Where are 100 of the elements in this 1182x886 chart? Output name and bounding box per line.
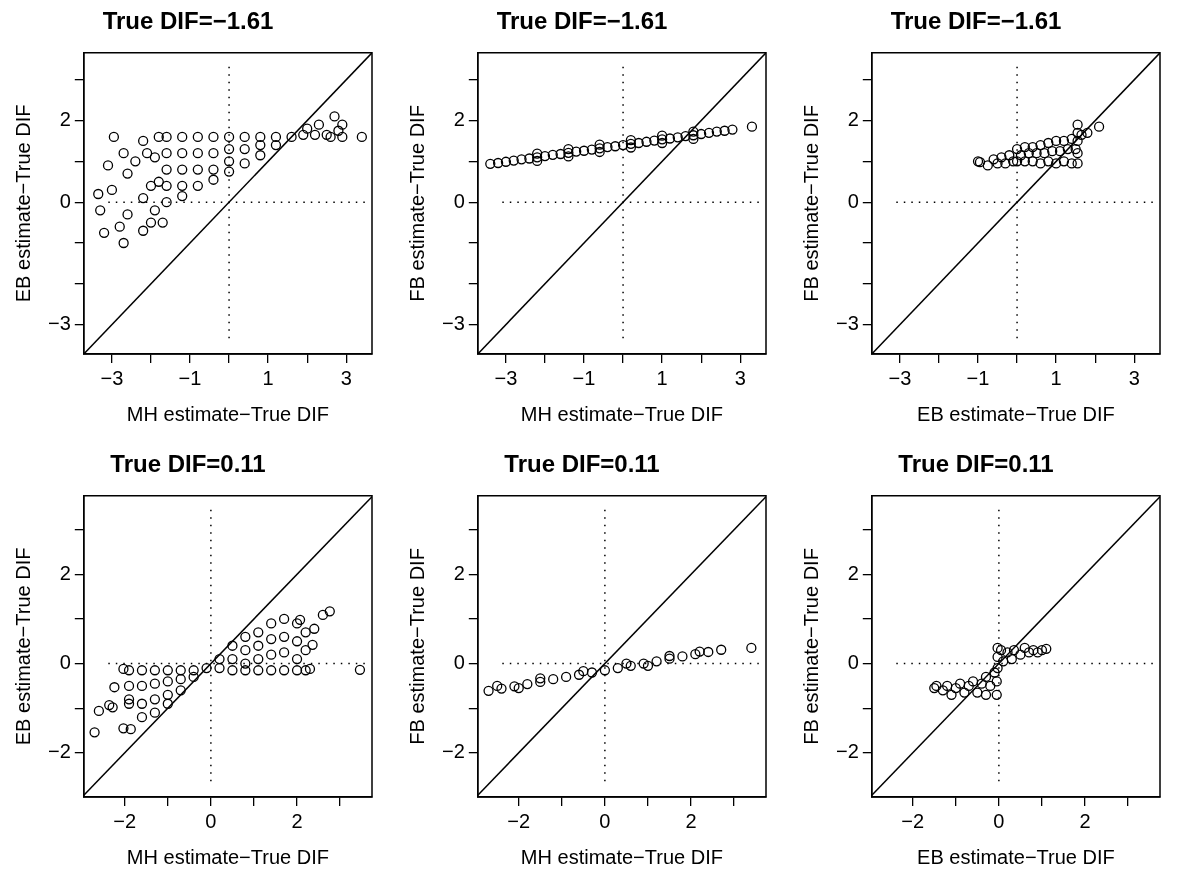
- chart-title: True DIF=0.11: [504, 450, 660, 478]
- point: [680, 130, 691, 142]
- point: [991, 689, 1002, 700]
- point: [1015, 150, 1027, 161]
- y-tick-label: −2: [47, 740, 71, 763]
- point: [492, 680, 503, 692]
- point: [513, 682, 524, 694]
- y-axis-title: FB estimate−True DIF: [799, 548, 822, 745]
- point: [532, 152, 543, 163]
- point: [1019, 141, 1031, 153]
- point: [989, 667, 1000, 678]
- x-tick-label: 3: [340, 366, 352, 389]
- x-tick-label: −1: [178, 366, 202, 389]
- y-tick-label: 2: [847, 561, 859, 584]
- y-tick-label: −3: [835, 312, 859, 335]
- point: [532, 155, 543, 167]
- x-tick-label: −2: [507, 809, 531, 832]
- x-axis-title: EB estimate−True DIF: [917, 402, 1115, 425]
- x-tick-label: 3: [1128, 366, 1140, 389]
- point: [976, 678, 987, 689]
- point: [1054, 146, 1066, 157]
- point: [621, 658, 632, 669]
- x-axis-title: MH estimate−True DIF: [126, 845, 329, 868]
- point: [1039, 148, 1050, 159]
- point: [688, 130, 699, 141]
- y-tick-label: −3: [441, 312, 465, 335]
- point: [617, 139, 629, 151]
- point: [1027, 156, 1038, 167]
- x-tick-label: 0: [599, 809, 611, 832]
- point: [677, 651, 688, 662]
- point: [1011, 156, 1023, 167]
- point: [555, 148, 566, 160]
- point: [578, 666, 589, 677]
- point: [547, 149, 558, 160]
- point: [672, 132, 683, 143]
- point: [1070, 143, 1081, 155]
- point: [1023, 148, 1034, 159]
- point: [1035, 158, 1046, 169]
- point: [967, 676, 979, 687]
- point: [1004, 150, 1015, 161]
- point: [483, 685, 494, 696]
- point: [1072, 158, 1083, 169]
- point: [578, 145, 590, 156]
- point: [1000, 158, 1011, 169]
- point: [1058, 156, 1070, 167]
- point: [1043, 137, 1054, 149]
- y-tick-label: 0: [59, 189, 71, 212]
- point: [610, 141, 621, 152]
- point: [633, 137, 644, 149]
- y-axis-title: FB estimate−True DIF: [405, 105, 428, 302]
- y-axis-title: FB estimate−True DIF: [799, 105, 822, 302]
- point: [950, 682, 961, 694]
- point: [954, 678, 966, 689]
- point: [746, 642, 757, 654]
- point: [1066, 133, 1077, 145]
- point: [560, 671, 572, 683]
- point: [1093, 121, 1105, 132]
- point: [594, 143, 605, 154]
- point: [746, 121, 758, 132]
- x-tick-label: 2: [291, 809, 303, 832]
- y-tick-label: −2: [835, 740, 859, 763]
- point: [532, 148, 543, 159]
- x-tick-label: 1: [656, 366, 668, 389]
- point: [1072, 119, 1083, 130]
- y-tick-label: 0: [453, 651, 465, 674]
- point: [496, 683, 507, 694]
- point: [522, 678, 533, 690]
- x-axis-title: MH estimate−True DIF: [520, 845, 723, 868]
- point: [612, 662, 623, 674]
- x-tick-label: 1: [1050, 366, 1062, 389]
- y-axis-title: EB estimate−True DIF: [11, 104, 34, 303]
- point: [516, 154, 527, 165]
- point: [642, 660, 654, 671]
- point: [586, 144, 597, 155]
- point: [1019, 156, 1031, 167]
- y-tick-label: −3: [47, 312, 71, 335]
- point: [703, 127, 715, 138]
- y-tick-label: 2: [59, 561, 71, 584]
- point: [1043, 156, 1054, 167]
- point: [599, 665, 611, 676]
- point: [651, 656, 662, 667]
- x-tick-label: 2: [685, 809, 697, 832]
- y-tick-label: 0: [59, 651, 71, 674]
- point: [963, 680, 974, 692]
- point: [625, 142, 637, 153]
- point: [995, 645, 1007, 656]
- point: [548, 674, 559, 685]
- point: [1082, 127, 1093, 138]
- point: [641, 136, 652, 147]
- point: [1066, 158, 1077, 169]
- x-tick-label: 0: [205, 809, 217, 832]
- point: [563, 143, 574, 155]
- point: [1011, 143, 1023, 155]
- x-tick-label: 3: [734, 366, 746, 389]
- point: [946, 689, 957, 700]
- x-tick-label: −3: [100, 366, 124, 389]
- point: [535, 676, 546, 688]
- y-tick-label: 0: [453, 189, 465, 212]
- point: [563, 151, 574, 162]
- x-tick-label: −2: [901, 809, 925, 832]
